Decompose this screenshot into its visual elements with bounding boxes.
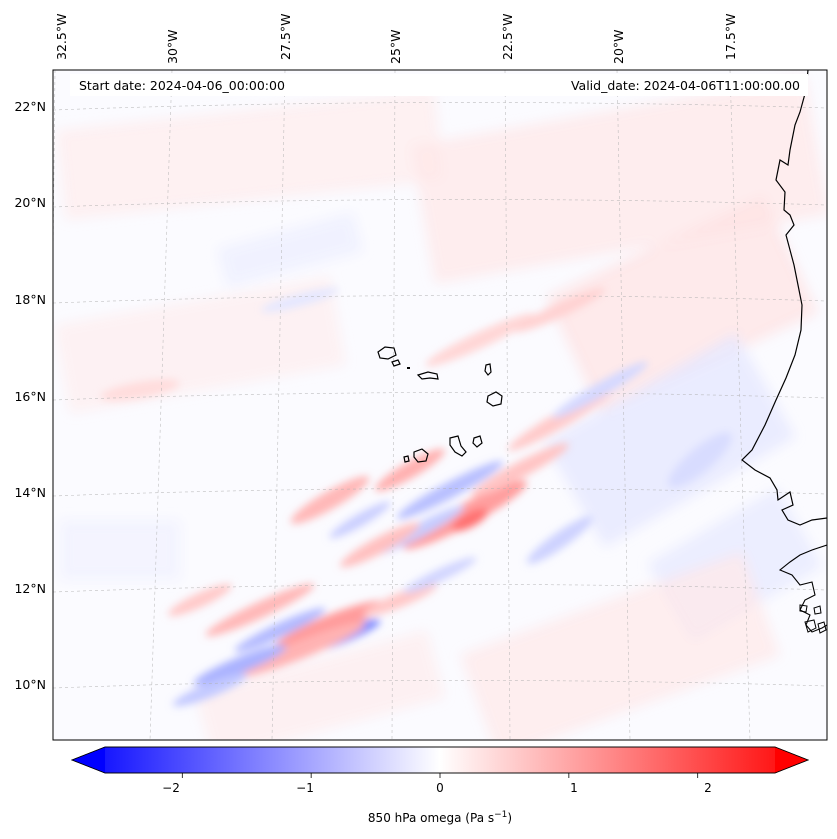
valid-date-label: Valid_date: 2024-04-06T11:00:00.00 (571, 78, 800, 93)
colorbar-tick-label: 0 (436, 781, 444, 795)
island-sao-vicente (391, 359, 401, 367)
bijagos-islands (799, 604, 827, 634)
colorbar: −2 −1 0 1 2 850 hPa omega (Pa s−1) (70, 746, 810, 825)
island-santo-antao (377, 346, 397, 360)
lat-label-12n: 12°N (14, 581, 46, 596)
colorbar-label: 850 hPa omega (Pa s−1) (368, 810, 512, 825)
lon-label-27-5w: 27.5°W (278, 14, 293, 60)
lon-label-17-5w: 17.5°W (723, 14, 738, 60)
map-frame (52, 69, 828, 741)
lon-label-20w: 20°W (611, 29, 626, 64)
colorbar-body (70, 746, 810, 774)
island-maio (472, 435, 483, 448)
island-boa-vista (486, 391, 503, 407)
longitude-tick-labels: 32.5°W 30°W 27.5°W 25°W 22.5°W 20°W 17.5… (54, 14, 738, 64)
lon-label-30w: 30°W (165, 29, 180, 64)
latitude-tick-labels: 22°N 20°N 18°N 16°N 14°N 12°N 10°N (14, 99, 46, 692)
cape-verde-islands (377, 346, 503, 463)
colorbar-tick-label: 2 (704, 781, 712, 795)
guinea-bissau-coastline (778, 544, 827, 633)
start-date-label: Start date: 2024-04-06_00:00:00 (79, 78, 285, 93)
island-sal (484, 363, 492, 376)
colorbar-min-extend (72, 747, 105, 773)
lon-label-22-5w: 22.5°W (500, 14, 515, 60)
lon-label-32-5w: 32.5°W (54, 14, 69, 60)
lat-label-18n: 18°N (14, 292, 46, 307)
island-santiago (449, 435, 467, 457)
island-brava (403, 455, 410, 463)
lat-label-10n: 10°N (14, 677, 46, 692)
island-sao-nicolau (416, 371, 439, 380)
colorbar-tick-label: −2 (162, 781, 180, 795)
colorbar-max-extend (775, 747, 808, 773)
colorbar-tick-label: −1 (296, 781, 314, 795)
island-fogo (413, 448, 429, 463)
colorbar-ticks (181, 773, 699, 778)
lat-label-20n: 20°N (14, 195, 46, 210)
colorbar-tick-label: 1 (570, 781, 578, 795)
omega-field (54, 76, 827, 740)
lat-label-14n: 14°N (14, 485, 46, 500)
header-box (70, 74, 808, 96)
map-panel (53, 70, 827, 740)
lat-label-22n: 22°N (14, 99, 46, 114)
island-santa-luzia (407, 367, 410, 369)
lon-label-25w: 25°W (388, 29, 403, 64)
graticule (53, 70, 827, 740)
africa-coastline (741, 70, 827, 526)
lat-label-16n: 16°N (14, 389, 46, 404)
